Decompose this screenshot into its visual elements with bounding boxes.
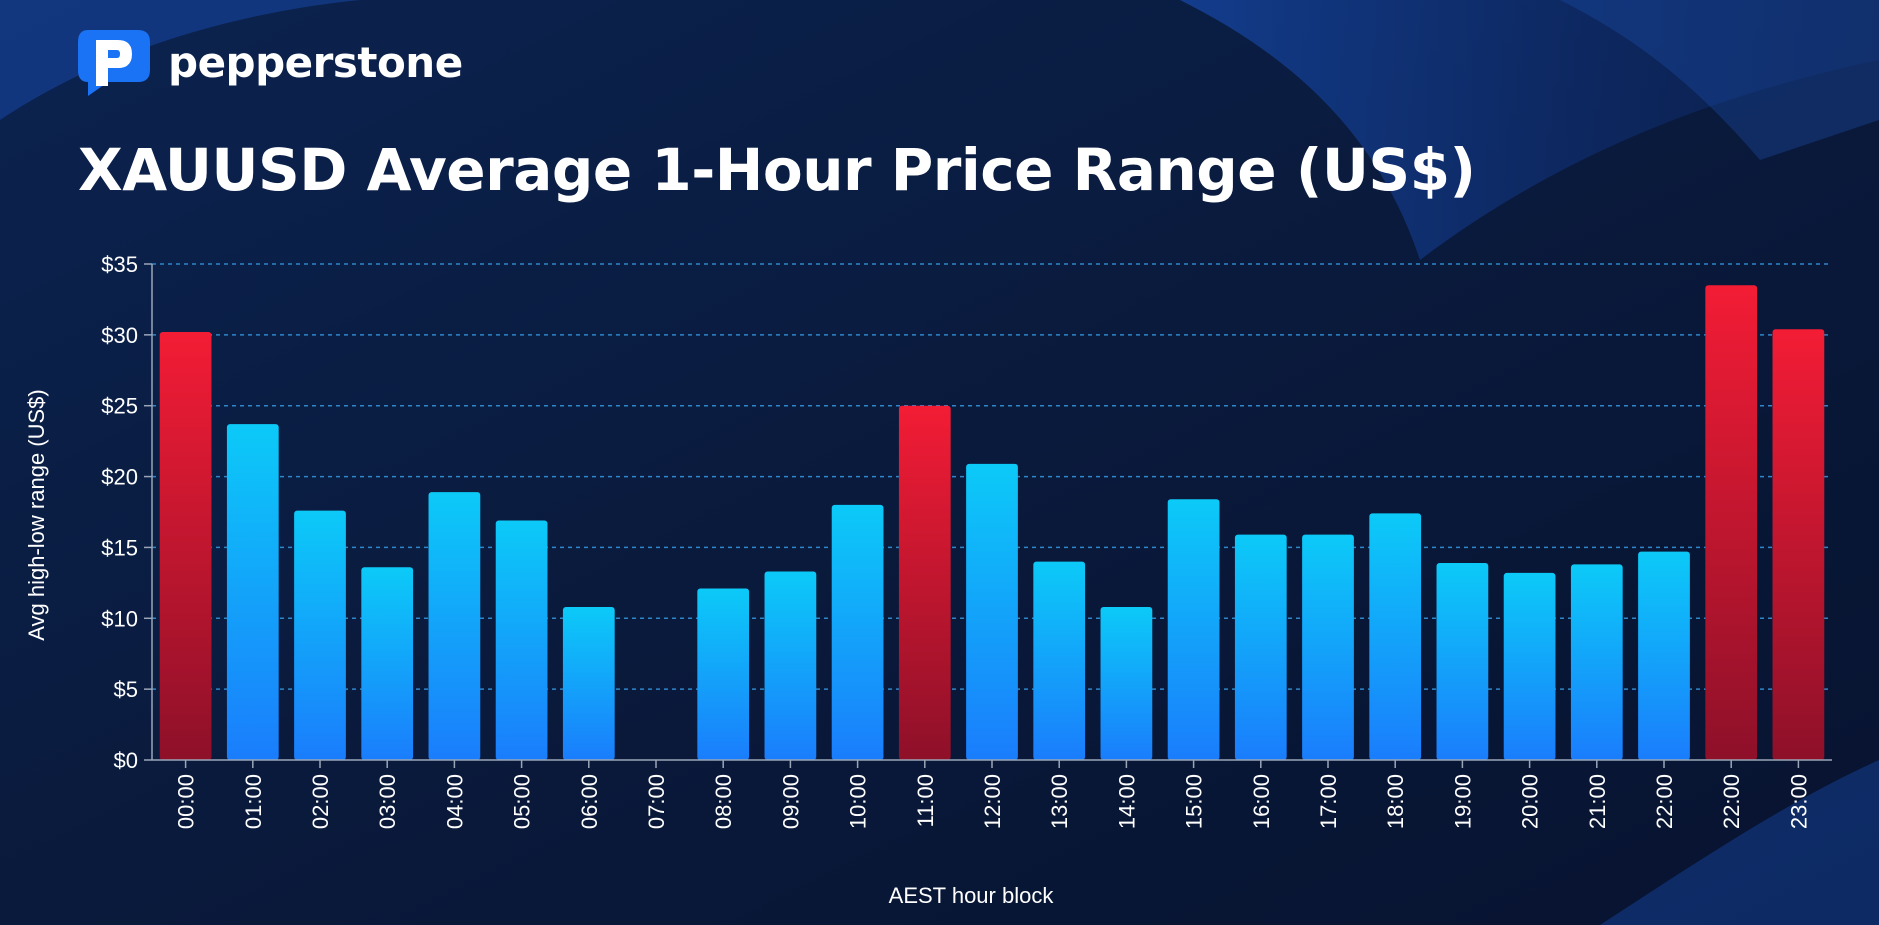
brand-name: pepperstone (168, 37, 463, 87)
x-tick-label: 04:00 (442, 774, 467, 829)
x-tick-label: 21:00 (1585, 774, 1610, 829)
x-tick-label: 02:00 (308, 774, 333, 829)
x-axis-title: AEST hour block (889, 883, 1055, 908)
x-tick-label: 11:00 (913, 774, 938, 827)
y-tick-label: $0 (114, 748, 138, 773)
y-tick-label: $10 (101, 606, 138, 631)
y-tick-label: $25 (101, 394, 138, 419)
bar (697, 588, 750, 760)
bar (1100, 606, 1153, 760)
bar (495, 520, 548, 760)
bar-highlight (159, 332, 212, 760)
bars (159, 285, 1825, 760)
chart-title: XAUUSD Average 1-Hour Price Range (US$) (78, 136, 1476, 204)
bar (562, 606, 615, 760)
x-tick-label: 19:00 (1450, 774, 1475, 829)
x-tick-label: 23:00 (1786, 774, 1811, 829)
x-tick-label: 01:00 (241, 774, 266, 829)
x-tick-label: 15:00 (1182, 774, 1207, 829)
x-tick-label: 08:00 (711, 774, 736, 829)
x-tick-label: 17:00 (1316, 774, 1341, 829)
bar (1369, 513, 1422, 760)
bar (764, 571, 817, 760)
bar (831, 504, 884, 760)
y-tick-label: $15 (101, 535, 138, 560)
bar (1503, 572, 1556, 760)
x-tick-label: 13:00 (1047, 774, 1072, 829)
x-tick-label: 16:00 (1249, 774, 1274, 829)
y-tick-label: $35 (101, 252, 138, 277)
x-tick-label: 14:00 (1114, 774, 1139, 829)
bar (1167, 499, 1220, 760)
bar-highlight (898, 405, 951, 760)
x-tick-label: 20:00 (1518, 774, 1543, 829)
x-tick-label: 10:00 (846, 774, 871, 829)
y-tick-labels: $0 $5 $10 $15 $20 $25 $30 $35 (101, 252, 152, 773)
brand-logo: pepperstone (74, 26, 463, 98)
bar (1302, 534, 1354, 760)
bar (428, 492, 481, 760)
x-tick-label: 22:00 (1719, 774, 1744, 829)
y-tick-label: $30 (101, 323, 138, 348)
x-tick-label: 05:00 (510, 774, 535, 829)
x-tick-label: 22:00 (1652, 774, 1677, 829)
x-tick-label: 00:00 (174, 774, 199, 829)
bar (1638, 551, 1690, 760)
x-tick-label: 07:00 (644, 774, 669, 829)
pepperstone-p-logo-icon (78, 30, 150, 96)
bar (1033, 561, 1086, 760)
x-tick-labels: 00:00 01:00 02:00 03:00 04:00 05:00 06:00 07:00… (174, 760, 1811, 829)
bar (1570, 564, 1623, 760)
bar (966, 463, 1018, 760)
bar (226, 424, 279, 760)
bar (294, 510, 346, 760)
bar (1234, 534, 1287, 760)
bar-highlight (1705, 285, 1758, 760)
x-tick-label: 12:00 (980, 774, 1005, 829)
bar-highlight (1772, 329, 1825, 760)
x-tick-label: 09:00 (778, 774, 803, 829)
x-tick-label: 06:00 (577, 774, 602, 829)
y-tick-label: $20 (101, 465, 138, 490)
x-tick-label: 18:00 (1383, 774, 1408, 829)
bar (361, 567, 414, 760)
bar (1436, 563, 1489, 760)
x-tick-label: 03:00 (375, 774, 400, 829)
y-axis-title: Avg high-low range (US$) (24, 389, 49, 641)
y-tick-label: $5 (114, 677, 138, 702)
